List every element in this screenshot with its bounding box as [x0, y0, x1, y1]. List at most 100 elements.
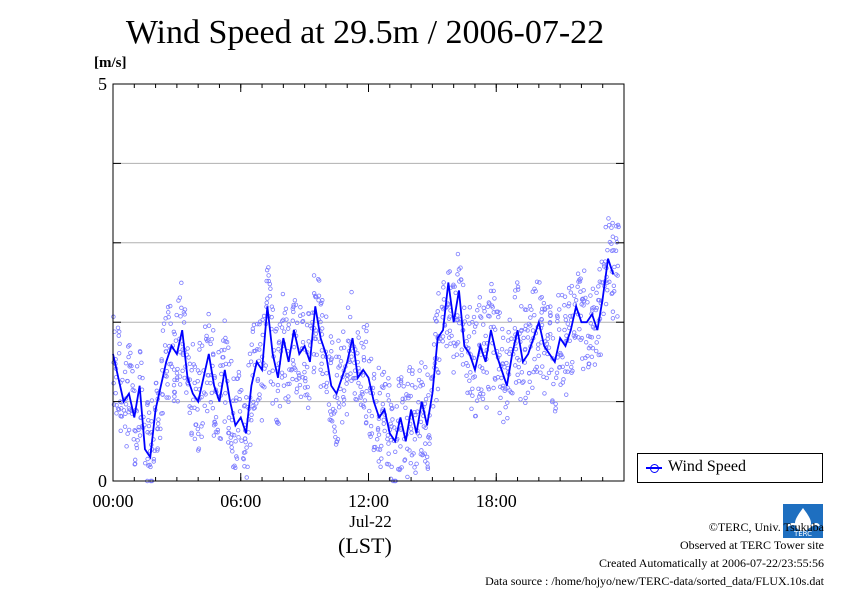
- sample-point: [470, 393, 475, 398]
- sample-point: [484, 370, 489, 375]
- sample-point: [376, 447, 381, 452]
- sample-point: [569, 364, 574, 370]
- sample-point: [132, 457, 138, 463]
- sample-point: [298, 305, 303, 310]
- sample-point: [496, 314, 501, 320]
- sample-point: [172, 377, 177, 383]
- sample-point: [303, 375, 308, 381]
- sample-point: [328, 360, 333, 366]
- sample-point: [504, 349, 509, 354]
- sample-point: [361, 325, 367, 330]
- sample-point: [577, 327, 582, 332]
- sample-point: [609, 291, 614, 297]
- sample-point: [349, 354, 354, 359]
- sample-point: [154, 388, 160, 394]
- chart-title: Wind Speed at 29.5m / 2006-07-22: [125, 14, 605, 51]
- sample-point: [172, 331, 177, 337]
- sample-point: [300, 312, 306, 317]
- sample-point: [259, 418, 265, 423]
- sample-point: [262, 385, 267, 390]
- sample-point: [165, 304, 171, 310]
- x-tick-label: 00:00: [92, 491, 133, 511]
- sample-point: [146, 410, 152, 415]
- sample-point: [464, 361, 469, 366]
- sample-point: [605, 287, 610, 293]
- sample-point: [502, 388, 507, 393]
- sample-point: [189, 430, 194, 436]
- sample-point: [268, 379, 274, 384]
- sample-point: [291, 302, 296, 308]
- sample-point: [427, 436, 432, 441]
- sample-point: [553, 375, 559, 380]
- sample-point: [149, 419, 154, 424]
- sample-point: [187, 410, 192, 416]
- sample-point: [324, 314, 329, 319]
- sample-point: [122, 424, 128, 429]
- sample-point: [528, 323, 533, 328]
- sample-point: [404, 415, 410, 421]
- sample-point: [614, 224, 619, 229]
- sample-point: [286, 322, 291, 327]
- sample-point: [593, 307, 599, 313]
- sample-point: [280, 291, 286, 297]
- sample-point: [341, 329, 346, 334]
- sample-point: [488, 325, 494, 330]
- sample-point: [436, 334, 442, 339]
- sample-point: [590, 286, 596, 291]
- sample-point: [603, 224, 608, 230]
- sample-point: [385, 436, 390, 442]
- sample-point: [336, 338, 341, 343]
- sample-point: [416, 377, 422, 383]
- sample-point: [412, 409, 417, 415]
- sample-point: [355, 351, 360, 356]
- sample-point: [479, 387, 484, 392]
- sample-point: [505, 338, 511, 343]
- sample-point: [329, 349, 334, 354]
- sample-point: [435, 309, 440, 314]
- sample-point: [165, 382, 170, 387]
- sample-point: [218, 436, 224, 442]
- sample-point: [123, 402, 129, 407]
- sample-point: [138, 349, 143, 355]
- sample-point: [205, 408, 210, 414]
- sample-point: [284, 317, 289, 322]
- sample-point: [164, 369, 170, 374]
- sample-point: [471, 330, 477, 335]
- sample-point: [318, 367, 323, 372]
- sample-point: [455, 251, 461, 257]
- sample-point: [500, 385, 505, 391]
- sample-point: [264, 278, 269, 284]
- sample-point: [425, 466, 431, 471]
- x-axis-label: (LST): [338, 533, 392, 558]
- sample-point: [398, 444, 403, 449]
- sample-point: [531, 369, 536, 375]
- sample-point: [345, 373, 350, 378]
- sample-point: [485, 304, 490, 309]
- legend: Wind Speed: [637, 453, 823, 483]
- sample-point: [437, 357, 442, 362]
- sample-point: [566, 303, 571, 309]
- sample-point: [477, 394, 482, 399]
- sample-point: [338, 358, 344, 364]
- sample-point: [594, 340, 599, 345]
- sample-point: [282, 310, 287, 316]
- sample-point: [371, 376, 377, 381]
- sample-point: [386, 441, 391, 446]
- sample-point: [582, 268, 587, 273]
- sample-point: [307, 396, 312, 401]
- sample-point: [485, 384, 491, 390]
- sample-point: [120, 377, 125, 383]
- sample-point: [585, 300, 590, 305]
- sample-point: [255, 376, 261, 382]
- sample-point: [329, 356, 334, 361]
- sample-point: [240, 456, 246, 461]
- sample-point: [266, 265, 271, 270]
- sample-point: [338, 346, 344, 351]
- sample-point: [360, 391, 365, 397]
- sample-point: [609, 225, 614, 230]
- sample-point: [610, 309, 616, 314]
- sample-point: [534, 369, 539, 374]
- sample-point: [376, 459, 381, 464]
- sample-point: [446, 270, 451, 275]
- sample-point: [580, 366, 586, 372]
